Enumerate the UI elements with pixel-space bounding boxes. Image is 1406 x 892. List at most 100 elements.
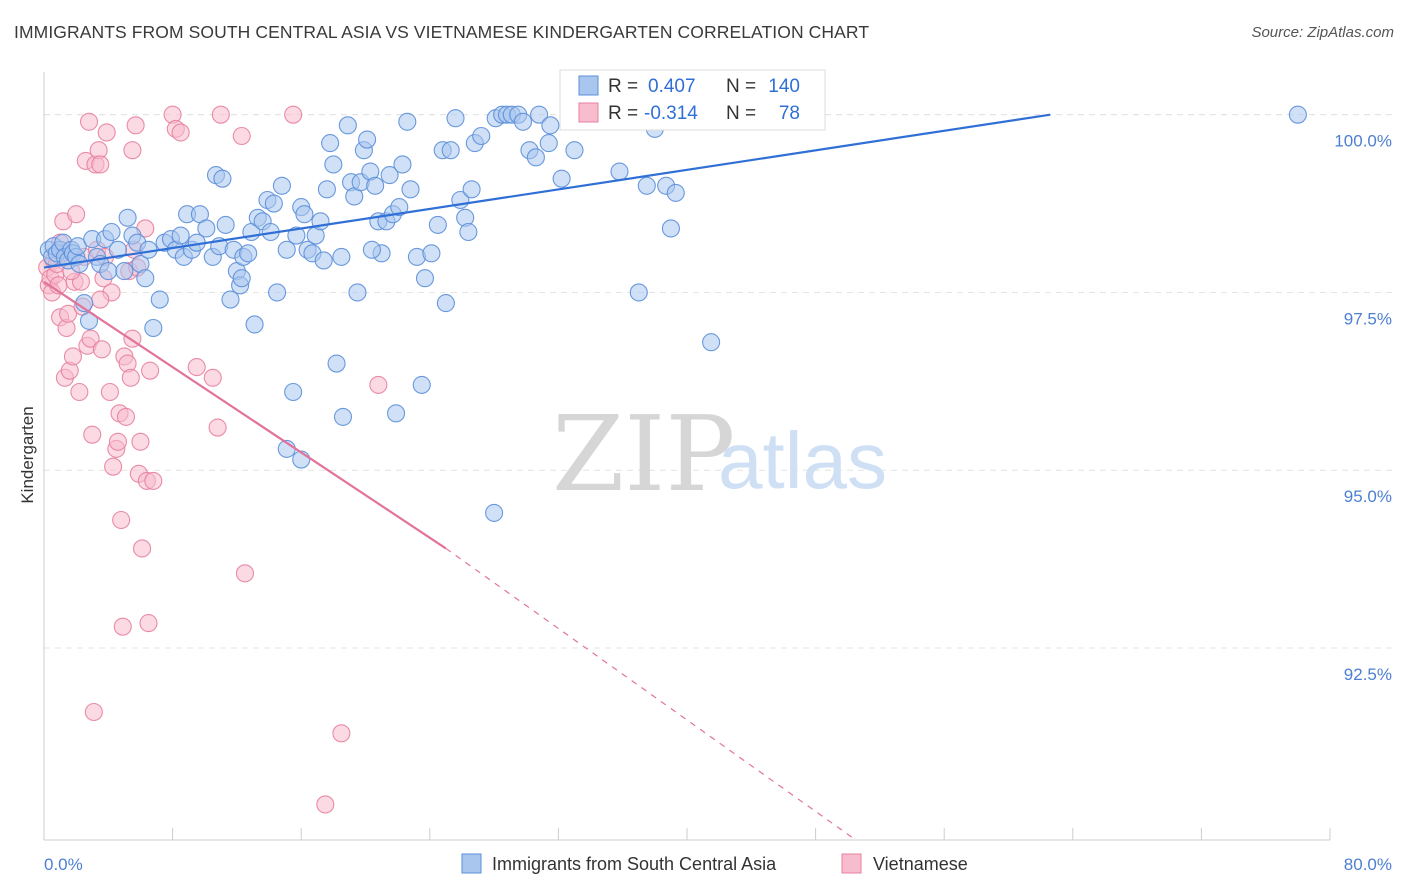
south-central-asia-point [268,283,287,302]
legend-pink-swatch [841,853,862,874]
south-central-asia-point [221,290,240,309]
vietnamese-point [92,340,111,359]
south-central-asia-point [565,141,584,160]
x-tick-marks [43,828,1331,840]
vietnamese-point [84,702,103,722]
watermark-atlas: atlas [718,416,887,505]
watermark-zip: ZIP [552,393,735,515]
stats-blue-r-value: 0.407 [648,76,696,97]
south-central-asia-point [327,354,346,373]
south-central-asia-point [115,262,134,281]
vietnamese-point [91,155,110,174]
south-central-asia-point [338,116,357,135]
stats-pink-n-value: 78 [779,103,800,124]
south-central-asia-point [150,290,169,309]
vietnamese-point [97,123,116,142]
south-central-asia-point [216,215,235,234]
stats-box-frame [559,69,826,131]
south-central-asia-point [348,283,367,302]
vietnamese-point [332,724,351,743]
x-tick-label-max: 80.0% [1344,855,1392,874]
south-central-asia-point [366,176,385,195]
south-central-asia-point [412,375,431,394]
vietnamese-point [79,112,99,131]
vietnamese-point [116,407,136,426]
legend-pink-label: Vietnamese [873,854,968,874]
south-central-asia-point [441,141,460,160]
south-central-asia-point [317,180,336,199]
south-central-asia-point [661,219,680,238]
south-central-asia-trend-line [43,113,1051,269]
south-central-asia-point [428,215,447,234]
trend-lines [43,113,1051,841]
south-central-asia-point [390,198,409,217]
vietnamese-point [203,368,222,387]
vietnamese-point [63,347,82,366]
vietnamese-point [112,510,131,530]
y-tick-label: 95.0% [1344,487,1392,506]
south-central-asia-point [197,219,216,238]
stats-blue-n-value: 140 [768,76,800,97]
south-central-asia-point [324,155,343,174]
watermark: ZIP atlas [552,393,887,515]
south-central-asia-point [393,155,412,174]
south-central-asia-point [702,333,721,352]
south-central-asia-point [99,262,118,281]
stats-pink-r-label: R = [608,103,638,124]
vietnamese-point [141,361,160,380]
stats-box: R = 0.407 N = 140 R = -0.314 N = 78 [559,69,826,131]
vietnamese-trend-line [43,280,447,550]
south-central-asia-point [314,251,333,270]
south-central-asia-point [398,112,417,131]
south-central-asia-point [171,226,190,245]
vietnamese-point [208,418,227,437]
south-central-asia-point [401,180,420,199]
stats-pink-r-value: -0.314 [644,103,698,124]
y-tick-label: 100.0% [1334,132,1392,151]
vietnamese-point [369,375,388,394]
south-central-asia-point [541,116,560,135]
south-central-asia-point [637,176,656,195]
south-central-asia-point [362,240,381,259]
legend-blue-swatch [461,853,482,874]
south-central-asia-point [232,269,251,288]
legend: Immigrants from South Central Asia Vietn… [461,853,968,874]
south-central-asia-point [666,183,685,202]
vietnamese-point [126,116,145,135]
vietnamese-point [171,123,190,142]
vietnamese-point [91,290,110,309]
south-central-asia-point [539,134,558,153]
south-central-asia-point [284,382,303,402]
south-central-asia-point [446,109,465,128]
y-tick-label: 92.5% [1344,665,1392,684]
legend-blue-label: Immigrants from South Central Asia [492,854,777,874]
south-central-asia-point [552,169,571,188]
south-central-asia-point [386,404,406,423]
south-central-asia-point [485,503,504,522]
vietnamese-point [235,564,254,583]
vietnamese-point [59,304,78,323]
south-central-asia-point [530,105,549,124]
vietnamese-point [83,425,102,444]
south-central-asia-point [295,205,314,224]
vietnamese-point [211,105,230,124]
vietnamese-point [121,368,140,387]
vietnamese-point [133,539,152,558]
south-central-asia-point [272,176,291,195]
y-axis-label: Kindergarten [18,406,37,503]
vietnamese-point [113,617,132,636]
vietnamese-point [139,614,158,633]
stats-blue-n-label: N = [726,76,756,97]
south-central-asia-point [264,194,283,213]
y-tick-label: 97.5% [1344,309,1392,328]
south-central-asia-point [436,294,455,313]
south-central-asia-point [462,180,481,199]
south-central-asia-point [526,148,545,167]
south-central-asia-point [321,134,340,153]
south-central-asia-point [1288,105,1307,124]
south-central-asia-point [108,240,127,259]
vietnamese-point [316,795,335,814]
vietnamese-point [108,432,127,451]
south-central-asia-point [239,244,258,263]
south-central-asia-point [472,126,491,146]
